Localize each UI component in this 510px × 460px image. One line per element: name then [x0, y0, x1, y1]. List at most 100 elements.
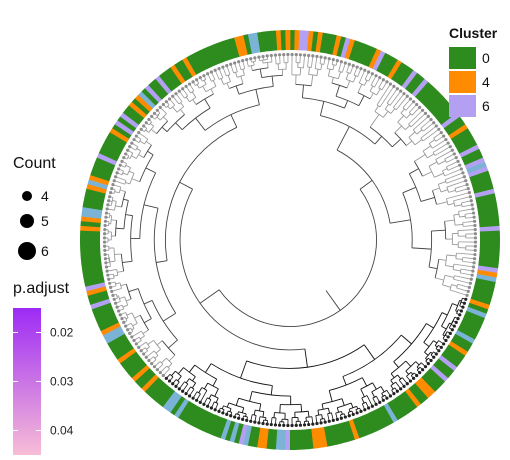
dendrogram-stem — [125, 165, 131, 169]
leaf-branch — [465, 216, 473, 219]
dendrogram-arc — [108, 254, 110, 261]
dendrogram-stem — [374, 105, 379, 112]
ring-segment-cluster-0 — [88, 294, 110, 305]
leaf-node — [335, 417, 339, 421]
leaf-branch — [349, 66, 354, 74]
ring-segment-cluster-6 — [298, 30, 305, 51]
leaf-node — [378, 400, 382, 404]
dendrogram-stem — [122, 304, 128, 308]
dendrogram-stem — [139, 140, 145, 145]
ring-segment-cluster-0 — [394, 64, 410, 85]
leaf-node — [117, 167, 121, 171]
leaf-branch — [453, 278, 470, 284]
leaf-branch — [423, 123, 433, 132]
ring-segment-cluster-0 — [336, 423, 346, 444]
dendrogram-stem — [361, 377, 368, 387]
leaf-node — [195, 398, 199, 402]
leaf-branch — [128, 327, 131, 330]
dendrogram-arc — [317, 407, 329, 411]
dendrogram-stem — [449, 322, 452, 325]
ring-segment-cluster-0 — [87, 179, 109, 190]
ring-segment-cluster-4 — [86, 183, 107, 194]
leaf-branch — [108, 269, 117, 272]
leaf-node — [423, 111, 428, 115]
leaf-branch — [271, 56, 273, 62]
dendrogram-stem — [114, 191, 120, 194]
leaf-node — [277, 423, 282, 427]
ring-segment-cluster-0 — [476, 273, 497, 283]
ring-segment-cluster-0 — [461, 318, 482, 332]
leaf-branch — [121, 165, 126, 168]
leaf-node — [213, 408, 217, 412]
leaf-branch — [254, 415, 257, 421]
dendrogram-stem — [420, 197, 435, 202]
dendrogram-stem — [180, 102, 185, 107]
dendrogram-stem — [446, 254, 457, 257]
leaf-node — [446, 335, 450, 339]
dendrogram-arc — [464, 214, 467, 219]
leaf-node — [466, 187, 470, 191]
cluster-label-0: 0 — [482, 50, 490, 66]
leaf-node — [114, 301, 118, 305]
leaf-node — [395, 389, 399, 393]
dendrogram-arc — [153, 208, 177, 314]
dendrogram-stem — [241, 407, 245, 413]
ring-segment-cluster-0 — [81, 265, 103, 273]
dendrogram-stem — [308, 67, 310, 75]
leaf-node — [331, 58, 335, 62]
ring-segment-cluster-0 — [440, 351, 460, 368]
dendrogram-stem — [270, 385, 273, 396]
ring-segment-cluster-0 — [397, 393, 414, 413]
dendrogram-stem — [346, 80, 351, 89]
leaf-branch — [435, 136, 443, 142]
dendrogram-arc — [308, 74, 318, 77]
ring-segment-cluster-0 — [331, 424, 342, 445]
dendrogram-stem — [436, 201, 448, 205]
leaf-branch — [149, 356, 154, 360]
leaf-branch — [234, 64, 238, 72]
leaf-node — [442, 342, 446, 346]
dendrogram-stem — [358, 95, 365, 106]
dendrogram-stem — [259, 403, 262, 411]
ring-segment-cluster-0 — [83, 197, 104, 207]
leaf-node — [298, 53, 303, 57]
ring-segment-cluster-0 — [166, 393, 182, 413]
ring-segment-cluster-0 — [131, 98, 151, 115]
leaf-node — [265, 54, 269, 58]
leaf-node — [331, 418, 335, 422]
dendrogram-stem — [319, 101, 325, 116]
leaf-node — [171, 94, 175, 98]
leaf-node — [155, 108, 159, 112]
leaf-branch — [115, 180, 125, 185]
leaf-node — [105, 269, 109, 273]
dendrogram-stem — [300, 404, 303, 412]
dendrogram-stem — [442, 284, 451, 288]
ring-segment-cluster-0 — [336, 36, 347, 57]
dendrogram-stem — [357, 84, 363, 93]
dendrogram-stem — [253, 409, 256, 416]
leaf-node — [408, 379, 413, 383]
leaf-node — [302, 423, 307, 427]
dendrogram-stem — [352, 75, 357, 83]
leaf-branch — [331, 60, 334, 65]
leaf-node — [392, 392, 396, 396]
leaf-node — [355, 65, 359, 69]
ring-segment-cluster-0 — [220, 419, 232, 440]
dendrogram-stem — [154, 355, 159, 359]
dendrogram-stem — [424, 351, 429, 356]
leaf-node — [117, 309, 121, 313]
ring-segment-cluster-4 — [100, 322, 121, 336]
padjust-legend: p.adjust 0.02 0.03 0.04 — [13, 280, 74, 455]
dendrogram-stem — [140, 335, 145, 340]
dendrogram-stem — [249, 391, 253, 402]
dendrogram-stem — [428, 266, 438, 270]
dendrogram-stem — [122, 260, 133, 264]
ring-segment-cluster-0 — [229, 37, 240, 59]
leaf-node — [191, 396, 195, 400]
leaf-branch — [355, 409, 357, 412]
dendrogram-arc — [119, 282, 122, 289]
leaf-node — [202, 74, 206, 78]
leaf-node — [120, 317, 124, 321]
dendrogram-stem — [127, 156, 131, 159]
leaf-node — [167, 97, 172, 101]
